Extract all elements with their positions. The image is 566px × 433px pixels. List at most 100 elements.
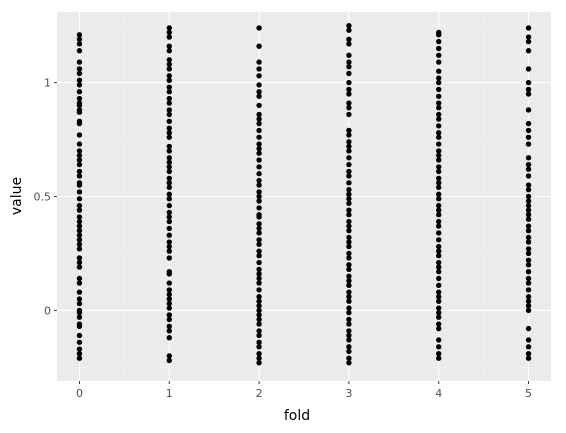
data-point bbox=[525, 207, 532, 213]
data-point bbox=[525, 294, 532, 300]
data-point bbox=[346, 70, 352, 77]
data-point bbox=[166, 357, 172, 364]
data-point bbox=[166, 300, 172, 307]
data-point bbox=[256, 127, 262, 134]
data-point bbox=[166, 328, 172, 334]
data-point bbox=[346, 321, 352, 327]
data-point bbox=[256, 102, 262, 109]
data-point bbox=[436, 141, 442, 147]
data-point bbox=[256, 321, 262, 327]
data-point bbox=[166, 159, 172, 166]
data-point bbox=[436, 264, 442, 270]
data-point bbox=[525, 212, 532, 218]
data-point bbox=[256, 221, 262, 227]
data-point bbox=[76, 36, 83, 43]
data-point bbox=[76, 168, 83, 175]
data-point bbox=[346, 243, 352, 250]
y-tick-label: 0.5 bbox=[34, 191, 52, 204]
data-point bbox=[346, 63, 352, 70]
data-point bbox=[256, 171, 262, 177]
data-point bbox=[346, 155, 352, 161]
data-point bbox=[256, 43, 262, 49]
data-point bbox=[346, 316, 352, 323]
data-point bbox=[436, 253, 442, 259]
data-point bbox=[76, 48, 83, 54]
data-point bbox=[525, 186, 532, 193]
data-point bbox=[436, 152, 442, 159]
data-point bbox=[256, 111, 262, 118]
data-point bbox=[436, 164, 442, 170]
data-point bbox=[256, 198, 262, 204]
data-point bbox=[256, 360, 262, 366]
data-point bbox=[76, 70, 83, 77]
data-point bbox=[346, 207, 352, 213]
data-point bbox=[76, 296, 83, 302]
data-point bbox=[346, 332, 352, 339]
data-point bbox=[525, 298, 532, 304]
data-point bbox=[436, 175, 442, 181]
data-point bbox=[76, 207, 83, 213]
data-point bbox=[256, 339, 262, 345]
x-tick-label: 1 bbox=[166, 387, 173, 400]
data-point bbox=[346, 355, 352, 361]
data-point bbox=[525, 355, 532, 361]
data-point bbox=[525, 257, 532, 263]
data-point bbox=[525, 161, 532, 168]
data-point bbox=[525, 350, 532, 357]
data-point bbox=[166, 107, 172, 113]
data-point bbox=[76, 182, 83, 188]
data-point bbox=[436, 134, 442, 140]
x-axis-ticks: 0 1 2 3 4 5 bbox=[76, 381, 532, 400]
data-point bbox=[346, 104, 352, 111]
data-point bbox=[436, 237, 442, 243]
data-point bbox=[436, 248, 442, 254]
data-point bbox=[256, 150, 262, 156]
data-point bbox=[436, 218, 442, 225]
y-axis-title: value bbox=[9, 177, 25, 215]
data-point bbox=[76, 339, 83, 345]
data-point bbox=[166, 89, 172, 95]
data-point bbox=[525, 268, 532, 275]
x-tick-label: 4 bbox=[435, 387, 442, 400]
x-axis-title: fold bbox=[284, 408, 310, 424]
data-point bbox=[525, 280, 532, 286]
data-point bbox=[166, 184, 172, 191]
data-point bbox=[436, 321, 442, 327]
data-point bbox=[525, 223, 532, 229]
data-point bbox=[346, 86, 352, 93]
data-point bbox=[166, 316, 172, 323]
data-point bbox=[525, 182, 532, 188]
data-point bbox=[166, 305, 172, 311]
data-point bbox=[76, 59, 83, 65]
data-point bbox=[256, 120, 262, 127]
data-point bbox=[76, 227, 83, 234]
data-point bbox=[346, 132, 352, 138]
data-point bbox=[166, 48, 172, 54]
data-point bbox=[166, 148, 172, 154]
data-point bbox=[346, 298, 352, 304]
data-point bbox=[346, 52, 352, 58]
data-point bbox=[436, 111, 442, 118]
data-point bbox=[76, 300, 83, 307]
data-point bbox=[166, 323, 172, 330]
x-tick-label: 2 bbox=[256, 387, 263, 400]
data-point bbox=[256, 189, 262, 195]
data-point bbox=[256, 280, 262, 286]
data-point bbox=[346, 200, 352, 207]
data-point bbox=[76, 202, 83, 209]
data-point bbox=[76, 237, 83, 243]
data-point bbox=[525, 307, 532, 314]
data-point bbox=[436, 243, 442, 250]
data-point bbox=[166, 291, 172, 298]
x-tick-label: 0 bbox=[76, 387, 83, 400]
data-point bbox=[166, 25, 172, 31]
data-point bbox=[436, 355, 442, 361]
data-point bbox=[256, 307, 262, 314]
data-point bbox=[346, 148, 352, 154]
data-point bbox=[436, 116, 442, 122]
y-axis-ticks: 00.51 bbox=[34, 77, 57, 317]
data-point bbox=[436, 79, 442, 86]
data-point bbox=[436, 168, 442, 175]
data-point bbox=[76, 241, 83, 248]
data-point bbox=[436, 344, 442, 350]
